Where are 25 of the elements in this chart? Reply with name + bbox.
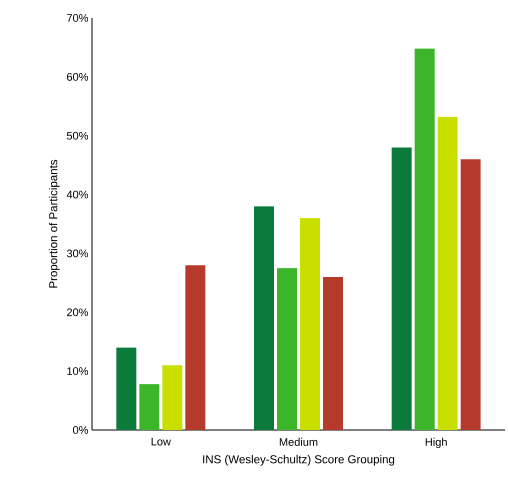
y-tick-label: 10% [67, 367, 88, 376]
y-tick-label: 0% [72, 426, 88, 434]
y-axis-title: Proportion of Participants [48, 160, 60, 288]
x-tick-label: Low [152, 438, 171, 446]
bar [438, 116, 458, 430]
bar [300, 218, 320, 430]
bar [414, 48, 435, 430]
x-tick-label: Medium [280, 438, 318, 446]
bar [139, 384, 160, 430]
bar [116, 348, 136, 430]
y-tick-label: 60% [67, 72, 88, 81]
bar [392, 147, 412, 430]
bar [254, 206, 274, 430]
bar [162, 365, 182, 430]
x-tick-label: High [426, 438, 447, 448]
bar [323, 276, 344, 430]
bar [460, 159, 481, 430]
bar [185, 265, 206, 430]
y-tick-label: 20% [67, 308, 88, 316]
x-axis-title: INS (Wesley-Schultz) Score Grouping [203, 454, 394, 466]
y-tick-label: 40% [66, 190, 88, 198]
y-tick-label: 70% [67, 14, 88, 22]
y-tick-label: 50% [66, 132, 88, 140]
bar [277, 268, 297, 430]
y-tick-label: 30% [66, 250, 88, 258]
